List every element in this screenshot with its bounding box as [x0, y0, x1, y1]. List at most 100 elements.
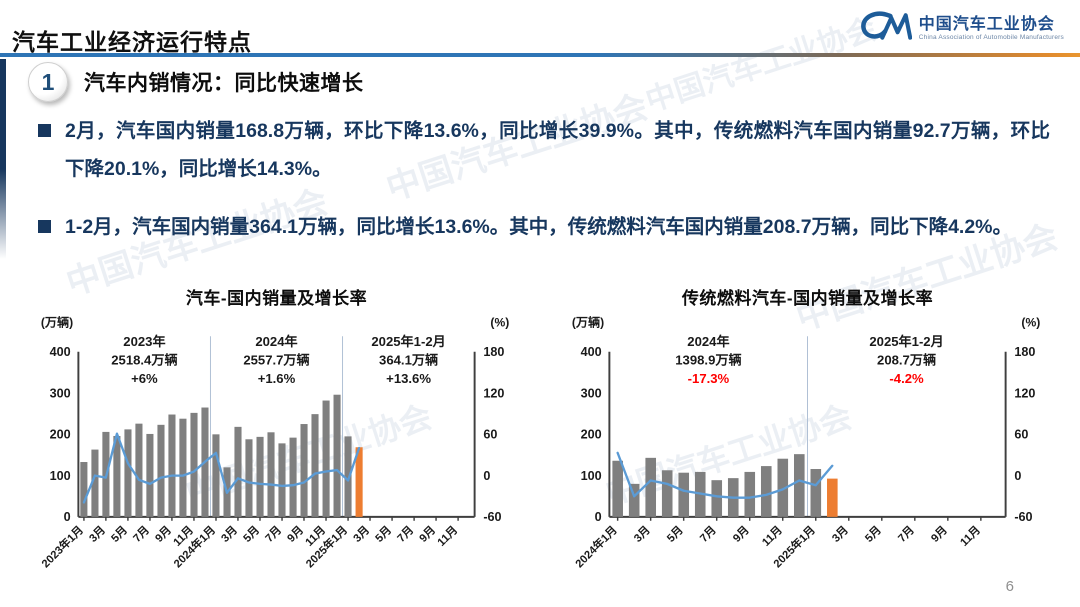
bar	[300, 424, 308, 517]
left-axis-tick: 300	[50, 386, 71, 400]
right-axis-tick: -60	[1014, 510, 1032, 524]
bar	[113, 435, 121, 517]
x-tick-label: 3月	[219, 523, 240, 544]
page-number: 6	[1005, 578, 1014, 595]
bullet-text: 2月，汽车国内销量168.8万辆，环比下降13.6%，同比增长39.9%。其中，…	[65, 120, 1050, 180]
org-logo: 中国汽车工业协会 China Association of Automobile…	[858, 8, 1064, 49]
right-axis-tick: 0	[1014, 469, 1021, 483]
bar	[256, 436, 264, 517]
header-divider	[0, 53, 1080, 57]
x-tick-label: 3月	[829, 523, 850, 544]
right-axis-tick: -60	[483, 510, 501, 524]
bar	[344, 436, 352, 517]
bar	[245, 439, 253, 517]
left-accent-stripe	[0, 59, 6, 259]
chart-annotation: 2023年 2518.4万辆+6%	[111, 333, 177, 386]
left-axis-tick: 100	[50, 469, 71, 483]
x-tick-label: 11月	[435, 523, 460, 548]
right-axis-tick: 0	[483, 469, 490, 483]
bar	[190, 412, 198, 517]
bar	[760, 466, 772, 517]
x-tick-label: 7月	[895, 523, 916, 544]
chart-annotation: 2024年 2557.7万辆+1.6%	[243, 333, 309, 386]
section-title: 汽车内销情况：同比快速增长	[84, 72, 364, 95]
x-tick-label: 11月	[759, 523, 784, 548]
left-axis-tick: 100	[581, 469, 602, 483]
x-tick-label: 9月	[153, 523, 174, 544]
x-tick-label: 9月	[417, 523, 438, 544]
x-tick-label: 5月	[241, 523, 262, 544]
bar	[645, 457, 657, 517]
x-tick-label: 9月	[730, 523, 751, 544]
bar	[711, 480, 723, 517]
left-axis-tick: 0	[64, 510, 71, 524]
bar	[278, 443, 286, 517]
left-axis-tick: 300	[581, 386, 602, 400]
x-tick-label: 2023年1月	[38, 523, 86, 571]
bar	[311, 414, 319, 517]
bar	[289, 437, 297, 517]
bar	[628, 483, 640, 517]
chart-title: 传统燃料汽车-国内销量及增长率	[681, 289, 934, 308]
left-axis-tick: 400	[50, 345, 71, 359]
bar	[322, 400, 330, 517]
left-axis-tick: 0	[595, 510, 602, 524]
x-tick-label: 2024年1月	[572, 523, 620, 571]
bar	[333, 394, 341, 517]
chart-annotation: 2025年1-2月 208.7万辆-4.2%	[869, 333, 943, 386]
right-axis-tick: 120	[1014, 386, 1035, 400]
org-name-en: China Association of Automobile Manufact…	[918, 33, 1064, 41]
charts-row: 汽车-国内销量及增长率 (万辆) (%) 0 100 200 300 400 -60 0 60 12…	[24, 284, 1060, 577]
chart-annotation: 2025年1-2月 364.1万辆+13.6%	[371, 333, 445, 386]
bar	[179, 418, 187, 517]
bar	[80, 462, 88, 517]
x-tick-label: 5月	[664, 523, 685, 544]
bar	[810, 469, 822, 517]
bar	[135, 423, 143, 517]
bar	[794, 454, 805, 517]
x-tick-label: 7月	[263, 523, 284, 544]
org-name-cn: 中国汽车工业协会	[918, 15, 1055, 33]
highlight-bar	[827, 478, 838, 517]
chart-annotation: 2024年 1398.9万辆-17.3%	[675, 333, 741, 386]
bullet-square-icon	[38, 124, 51, 137]
chart-title: 汽车-国内销量及增长率	[185, 289, 368, 308]
x-tick-label: 3月	[87, 523, 108, 544]
right-axis-unit: (%)	[490, 316, 509, 330]
right-axis-tick: 60	[1014, 428, 1028, 442]
bullet-list: 2月，汽车国内销量168.8万辆，环比下降13.6%，同比增长39.9%。其中，…	[38, 112, 1050, 266]
left-axis-tick: 400	[581, 345, 602, 359]
bar	[234, 426, 242, 517]
section-header: 1 汽车内销情况：同比快速增长	[28, 62, 364, 102]
bullet-square-icon	[38, 220, 51, 233]
bar	[777, 458, 789, 517]
bar	[661, 470, 673, 517]
bar	[146, 433, 154, 517]
growth-rate-line	[616, 451, 834, 499]
right-axis-unit: (%)	[1021, 316, 1040, 330]
left-axis-tick: 200	[50, 428, 71, 442]
x-tick-label: 9月	[285, 523, 306, 544]
bar	[678, 472, 690, 517]
caam-logo-mark-icon	[858, 8, 913, 49]
bar	[267, 432, 275, 517]
right-axis-tick: 60	[483, 428, 497, 442]
bar	[612, 460, 623, 517]
left-axis-unit: (万辆)	[572, 315, 604, 330]
bar	[124, 429, 132, 517]
left-axis-unit: (万辆)	[41, 315, 73, 330]
x-tick-label: 9月	[928, 523, 949, 544]
chart-auto-domestic-sales: 汽车-国内销量及增长率 (万辆) (%) 0 100 200 300 400 -60 0 60 12…	[24, 284, 529, 577]
bar	[157, 424, 165, 517]
x-tick-label: 7月	[395, 523, 416, 544]
x-tick-label: 7月	[131, 523, 152, 544]
x-tick-label: 5月	[373, 523, 394, 544]
watermark-text: 中国汽车工业协会	[641, 12, 881, 119]
growth-rate-line	[82, 432, 361, 504]
chart-plot: (万辆) (%) 0 100 200 300 400 -60 0 60 120 180 2024年1月 3…	[572, 315, 1040, 571]
x-tick-label: 5月	[109, 523, 130, 544]
x-tick-label: 3月	[351, 523, 372, 544]
x-tick-label: 11月	[958, 523, 983, 548]
x-tick-label: 3月	[631, 523, 652, 544]
